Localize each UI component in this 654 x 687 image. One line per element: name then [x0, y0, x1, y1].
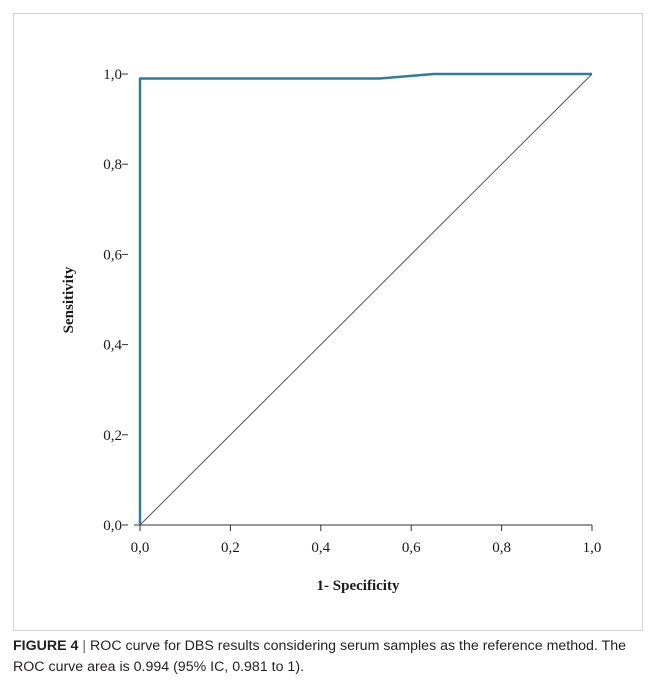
- chart-ticks: 0,0 0,2 0,4 0,6 0,8 1,0 0,0 0,2 0,4 0,6 0,8 1,0: [103, 67, 601, 556]
- y-axis-title: Sensitivity: [61, 266, 77, 333]
- caption-separator: |: [82, 638, 87, 654]
- x-tick-label: 0,0: [131, 540, 150, 556]
- x-tick-label: 0,6: [402, 540, 421, 556]
- reference-diagonal-line: [139, 73, 593, 526]
- x-tick-label: 1,0: [583, 540, 602, 556]
- y-tick-label: 0,2: [103, 428, 122, 444]
- y-tick-label: 0,8: [103, 157, 122, 173]
- y-tick-label: 0,4: [103, 338, 122, 354]
- chart-series: [138, 72, 593, 526]
- x-axis-title: 1- Specificity: [317, 578, 400, 594]
- y-tick-label: 0,0: [103, 518, 122, 534]
- x-tick-label: 0,4: [311, 540, 330, 556]
- y-tick-label: 0,6: [103, 247, 122, 263]
- roc-curve-line: [138, 72, 592, 525]
- caption-label: FIGURE 4: [13, 638, 79, 654]
- figure-caption: FIGURE 4 | ROC curve for DBS results con…: [13, 636, 643, 678]
- x-tick-label: 0,8: [492, 540, 511, 556]
- chart-axes: [134, 524, 592, 526]
- figure-frame: [13, 13, 643, 631]
- x-tick-label: 0,2: [221, 540, 240, 556]
- roc-chart: 0,0 0,2 0,4 0,6 0,8 1,0 0,0 0,2 0,4 0,6 0,8 1,0 1- …: [61, 67, 601, 594]
- caption-text: ROC curve for DBS results considering se…: [13, 638, 626, 675]
- y-tick-label: 1,0: [103, 67, 122, 83]
